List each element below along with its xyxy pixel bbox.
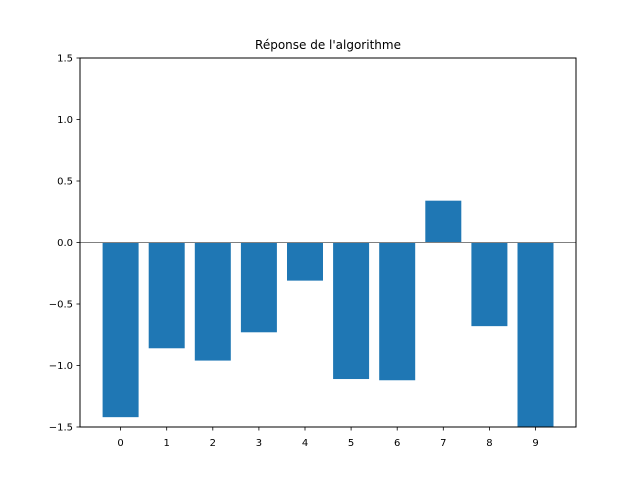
y-tick-label: −1.5 (49, 423, 73, 434)
bar-4 (287, 242, 323, 281)
bar-7 (425, 200, 462, 243)
y-tick-label: −0.5 (49, 300, 73, 311)
x-tick-label: 5 (348, 438, 354, 449)
bar-3 (240, 242, 277, 333)
x-tick-label: 9 (532, 438, 538, 449)
x-tick-label: 1 (164, 438, 170, 449)
y-tick-label: −1.0 (49, 361, 73, 372)
bar-2 (194, 242, 231, 361)
x-tick-label: 8 (486, 438, 492, 449)
x-tick-label: 7 (440, 438, 446, 449)
x-tick-label: 4 (302, 438, 308, 449)
x-tick-label: 3 (256, 438, 262, 449)
y-tick-label: 1.0 (57, 115, 73, 126)
x-tick-label: 0 (117, 438, 123, 449)
bar-5 (333, 242, 370, 380)
x-tick-label: 2 (210, 438, 216, 449)
bar-6 (379, 242, 416, 381)
y-tick-label: 0.5 (57, 177, 73, 188)
bar-9 (517, 242, 554, 427)
y-tick-label: 1.5 (57, 54, 73, 65)
bar-1 (148, 242, 185, 349)
chart-title: Réponse de l'algorithme (255, 38, 401, 52)
bar-8 (471, 242, 508, 327)
bar-0 (102, 242, 139, 418)
plot-area (80, 200, 576, 427)
y-tick-label: 0.0 (57, 238, 73, 249)
axes: −1.5 −1.0 −0.5 0.0 0.5 1.0 1.5 0 1 2 3 4 5 6 7 8 9 (49, 54, 577, 449)
x-tick-label: 6 (394, 438, 400, 449)
